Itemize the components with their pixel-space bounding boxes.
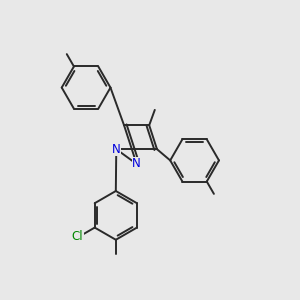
Text: N: N <box>112 143 121 156</box>
Text: N: N <box>132 158 141 170</box>
Text: Cl: Cl <box>72 230 83 243</box>
